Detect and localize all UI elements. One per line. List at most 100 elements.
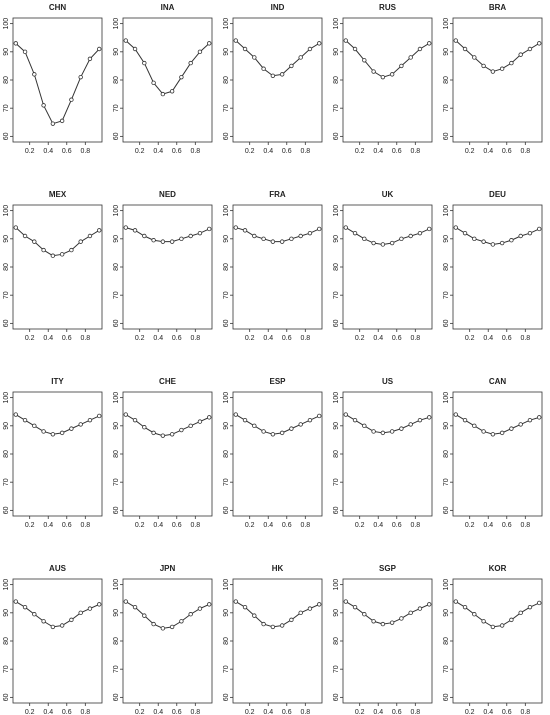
line — [455, 227, 540, 245]
y-tick-label: 80 — [333, 450, 340, 458]
x-tick-label: 0.6 — [62, 335, 72, 342]
panel: IND 60 70 80 90 100 0.2 0.4 0.6 0.8 — [223, 3, 323, 155]
x-tick-label: 0.8 — [300, 335, 310, 342]
point — [50, 253, 56, 258]
point — [389, 620, 395, 625]
point — [362, 612, 367, 617]
panel-title: BRA — [489, 3, 507, 12]
point — [188, 60, 193, 66]
y-tick-label: 80 — [3, 637, 10, 645]
point — [298, 55, 303, 60]
point — [472, 236, 477, 242]
point — [380, 621, 386, 627]
y-tick-label: 70 — [113, 104, 120, 112]
y-tick-label: 90 — [223, 48, 230, 56]
point — [371, 69, 376, 74]
point — [371, 240, 376, 246]
x-tick-label: 0.2 — [355, 522, 365, 529]
point — [417, 606, 423, 611]
point — [233, 38, 238, 43]
panel: HK 60 70 80 90 100 0.2 0.4 0.6 0.8 — [223, 564, 323, 715]
x-tick-label: 0.8 — [300, 148, 310, 155]
point — [252, 55, 257, 60]
point — [207, 41, 212, 46]
point — [537, 415, 542, 420]
y-tick-label: 70 — [333, 665, 340, 673]
y-tick-label: 80 — [223, 263, 230, 271]
plot-box — [342, 17, 433, 143]
point — [242, 228, 248, 233]
y-tick-label: 60 — [3, 319, 10, 327]
y-tick-label: 60 — [113, 132, 120, 140]
plot-box — [122, 578, 213, 704]
point — [481, 429, 486, 434]
x-tick-label: 0.6 — [172, 709, 182, 715]
x-tick-label: 0.4 — [263, 335, 273, 342]
plot-box — [452, 204, 543, 330]
point — [472, 612, 477, 617]
panel-title: NED — [159, 190, 176, 199]
point — [132, 604, 138, 610]
plot-box — [12, 204, 103, 330]
plot-box — [122, 17, 213, 143]
point — [59, 430, 65, 436]
point — [509, 617, 514, 623]
panel-title: FRA — [269, 190, 286, 199]
point — [233, 412, 238, 417]
x-tick-label: 0.6 — [282, 522, 292, 529]
y-tick-label: 80 — [113, 263, 120, 271]
x-tick-label: 0.6 — [502, 522, 512, 529]
y-tick-label: 90 — [443, 48, 450, 56]
x-tick-label: 0.2 — [355, 335, 365, 342]
point — [317, 602, 322, 607]
panel-title: JPN — [160, 564, 176, 573]
y-tick-label: 80 — [223, 76, 230, 84]
line — [345, 227, 430, 245]
x-tick-label: 0.8 — [410, 522, 420, 529]
x-tick-label: 0.8 — [300, 522, 310, 529]
plot-box — [452, 578, 543, 704]
point — [132, 228, 138, 233]
point — [472, 423, 477, 429]
point — [343, 412, 348, 417]
point — [408, 55, 413, 60]
x-tick-label: 0.2 — [465, 148, 475, 155]
x-tick-label: 0.2 — [245, 709, 255, 715]
point — [298, 422, 303, 427]
y-tick-label: 100 — [443, 205, 450, 217]
x-tick-label: 0.6 — [172, 148, 182, 155]
y-tick-label: 60 — [223, 132, 230, 140]
point — [69, 617, 74, 623]
point — [78, 74, 83, 80]
y-tick-label: 100 — [333, 392, 340, 404]
y-tick-label: 60 — [223, 506, 230, 514]
x-tick-label: 0.8 — [80, 335, 90, 342]
x-tick-label: 0.8 — [80, 148, 90, 155]
point — [352, 230, 358, 236]
point — [490, 242, 496, 247]
point — [41, 619, 46, 624]
panel-title: CAN — [489, 377, 507, 386]
point — [352, 604, 358, 610]
panel: CHE 60 70 80 90 100 0.2 0.4 0.6 0.8 — [113, 377, 213, 529]
y-tick-label: 60 — [443, 693, 450, 701]
y-tick-label: 90 — [443, 422, 450, 430]
x-tick-label: 0.8 — [300, 709, 310, 715]
x-tick-label: 0.4 — [43, 148, 53, 155]
point — [490, 432, 496, 437]
x-tick-label: 0.6 — [392, 335, 402, 342]
x-tick-label: 0.4 — [153, 522, 163, 529]
x-tick-label: 0.4 — [43, 709, 53, 715]
point — [279, 430, 285, 436]
point — [13, 599, 18, 604]
point — [453, 599, 458, 604]
y-tick-label: 80 — [333, 76, 340, 84]
y-tick-label: 100 — [113, 205, 120, 217]
point — [13, 41, 18, 46]
point — [352, 46, 358, 52]
y-tick-label: 70 — [443, 291, 450, 299]
line — [345, 414, 430, 434]
panel-title: IND — [271, 3, 285, 12]
x-tick-label: 0.6 — [392, 522, 402, 529]
point — [50, 624, 56, 630]
